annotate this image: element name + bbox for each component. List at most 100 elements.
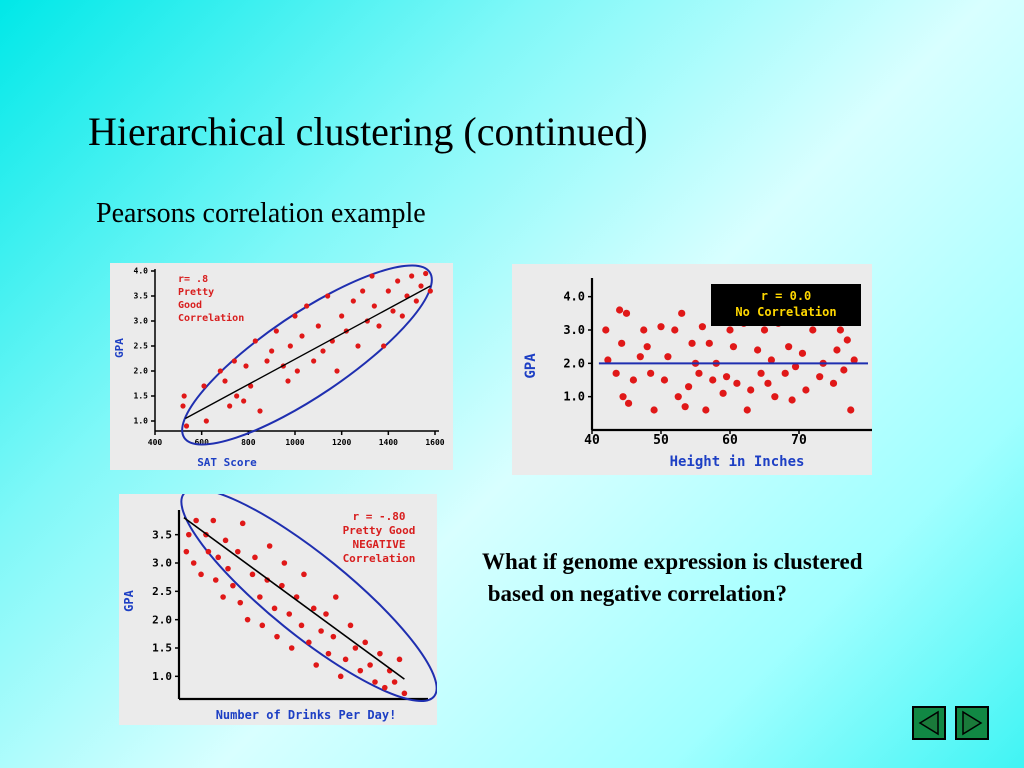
slide-title: Hierarchical clustering (continued) bbox=[88, 109, 648, 154]
data-point bbox=[413, 298, 419, 304]
data-point bbox=[257, 408, 263, 414]
data-point bbox=[636, 353, 644, 361]
x-axis-label: Height in Inches bbox=[670, 454, 805, 470]
data-point bbox=[427, 288, 433, 294]
data-point bbox=[788, 396, 796, 404]
data-point bbox=[695, 369, 703, 377]
data-point bbox=[643, 343, 651, 351]
data-point bbox=[294, 368, 300, 374]
question-line-1: What if genome expression is clustered bbox=[482, 549, 863, 574]
data-point bbox=[781, 369, 789, 377]
data-point bbox=[629, 376, 637, 384]
annotation-line: Correlation bbox=[178, 312, 244, 324]
data-point bbox=[323, 611, 329, 617]
x-tick-label: 400 bbox=[148, 438, 163, 447]
data-point bbox=[681, 403, 689, 411]
x-tick-label: 600 bbox=[194, 438, 209, 447]
annotation-line: Pretty Good bbox=[343, 524, 416, 537]
data-point bbox=[390, 308, 396, 314]
data-point bbox=[292, 313, 298, 319]
data-point bbox=[222, 378, 228, 384]
data-point bbox=[252, 338, 258, 344]
fit-line bbox=[185, 285, 431, 420]
x-axis-label: Number of Drinks Per Day! bbox=[216, 708, 397, 722]
y-tick-label: 3.5 bbox=[134, 292, 149, 301]
data-point bbox=[367, 662, 373, 668]
y-axis-label: GPA bbox=[122, 589, 136, 611]
y-tick-label: 4.0 bbox=[563, 290, 585, 304]
data-point bbox=[385, 288, 391, 294]
data-point bbox=[678, 309, 686, 317]
data-point bbox=[791, 363, 800, 371]
chart-height-gpa-svg: 1.0 2.0 3.0 4.0 40 50 60 70 Height in Inches GPA r… bbox=[523, 278, 872, 470]
data-point bbox=[829, 379, 838, 387]
data-point bbox=[624, 399, 633, 407]
data-point bbox=[350, 298, 356, 304]
data-point bbox=[239, 520, 246, 527]
data-point bbox=[273, 328, 279, 334]
data-point bbox=[339, 313, 345, 319]
x-tick-label: 800 bbox=[241, 438, 256, 447]
data-point bbox=[836, 326, 844, 334]
data-point bbox=[241, 398, 247, 404]
x-tick-label: 1400 bbox=[379, 438, 398, 447]
data-point bbox=[183, 548, 190, 555]
data-point bbox=[304, 303, 310, 309]
data-point bbox=[203, 418, 209, 424]
data-point bbox=[785, 343, 793, 351]
data-point bbox=[622, 309, 631, 317]
y-tick-label: 4.0 bbox=[134, 267, 149, 276]
data-point bbox=[371, 303, 377, 309]
data-point bbox=[286, 611, 293, 617]
chart-drinks-gpa-svg: 1.0 1.5 2.0 2.5 3.0 3.5 Number of Drinks Per D… bbox=[122, 494, 437, 722]
data-point bbox=[396, 656, 403, 663]
data-point bbox=[217, 368, 223, 374]
data-point bbox=[201, 383, 207, 389]
data-point bbox=[237, 599, 244, 606]
data-point bbox=[833, 346, 841, 354]
next-slide-button[interactable] bbox=[955, 706, 989, 740]
data-point bbox=[618, 339, 626, 347]
data-point bbox=[259, 622, 266, 629]
data-point bbox=[248, 383, 254, 389]
annotation-line: r = -.80 bbox=[353, 510, 406, 523]
data-point bbox=[234, 393, 240, 399]
data-point bbox=[671, 326, 679, 334]
data-point bbox=[604, 356, 612, 364]
data-point bbox=[847, 406, 855, 414]
data-point bbox=[222, 537, 229, 544]
y-tick-label: 2.5 bbox=[152, 585, 172, 598]
y-tick-label: 3.0 bbox=[134, 317, 149, 326]
chart-height-gpa: 1.0 2.0 3.0 4.0 40 50 60 70 Height in Inches GPA r… bbox=[512, 264, 872, 475]
y-tick-label: 2.0 bbox=[152, 613, 172, 626]
data-point bbox=[685, 383, 693, 391]
data-point bbox=[310, 605, 317, 612]
fit-line bbox=[183, 517, 405, 680]
data-point bbox=[244, 616, 251, 623]
data-point bbox=[306, 639, 312, 646]
data-point bbox=[266, 543, 273, 549]
data-point bbox=[802, 386, 810, 394]
annotation-line: Pretty bbox=[178, 287, 214, 298]
data-point bbox=[313, 662, 319, 668]
data-point bbox=[298, 622, 305, 629]
data-point bbox=[249, 571, 256, 578]
data-point bbox=[418, 283, 424, 289]
x-tick-label: 50 bbox=[653, 433, 669, 448]
data-point bbox=[771, 393, 779, 401]
data-point bbox=[334, 368, 340, 374]
data-point bbox=[409, 273, 415, 279]
y-axis-label: GPA bbox=[113, 338, 126, 358]
data-point bbox=[193, 517, 199, 524]
fit-ellipse bbox=[180, 494, 437, 702]
prev-slide-button[interactable] bbox=[912, 706, 946, 740]
data-point bbox=[664, 353, 672, 361]
chart-sat-gpa-svg: 1.0 1.5 2.0 2.5 3.0 3.5 4.0 400 600 800 1000 1200 14… bbox=[113, 264, 445, 469]
data-point bbox=[274, 633, 280, 640]
data-point bbox=[186, 531, 192, 538]
left-triangle-icon bbox=[918, 710, 939, 736]
data-point bbox=[220, 594, 226, 600]
data-point bbox=[180, 403, 186, 409]
data-point bbox=[809, 326, 817, 334]
data-point bbox=[674, 393, 682, 401]
